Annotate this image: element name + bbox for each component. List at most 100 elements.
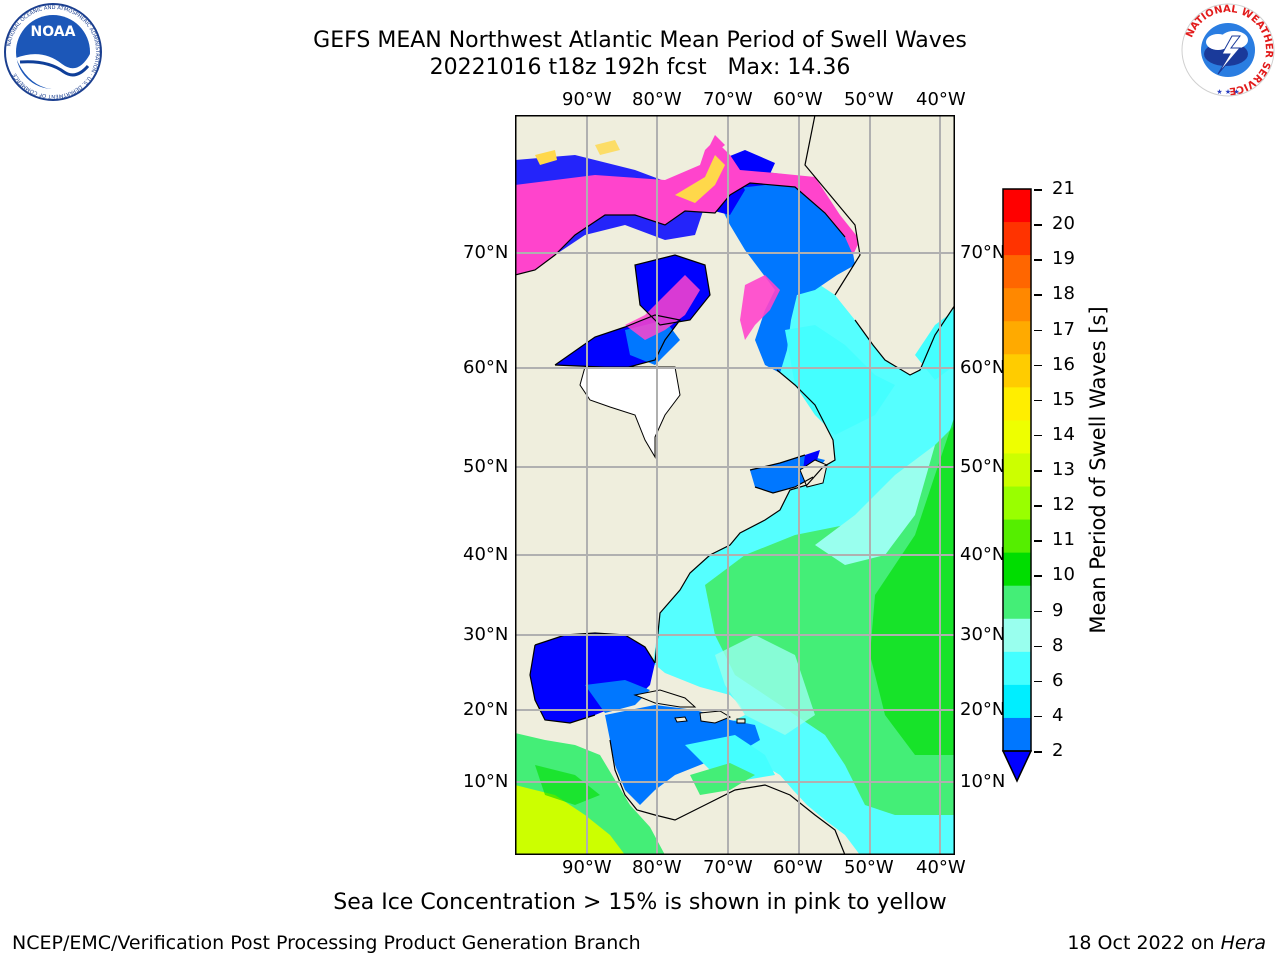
colorbar-tick-mark <box>1034 364 1042 367</box>
sea-ice-yellow <box>535 150 725 203</box>
lon-label-bottom-60w: 60°W <box>773 857 823 878</box>
colorbar-tick-mark <box>1034 610 1042 612</box>
lat-label-right-20n: 20°N <box>960 699 1006 720</box>
lon-label-top-70w: 70°W <box>703 89 753 110</box>
colorbar-tick-mark <box>1034 294 1042 296</box>
footer-date: 18 Oct 2022 on Hera <box>1067 932 1266 954</box>
colorbar-segment <box>1003 651 1031 686</box>
sea-ice-yellow2 <box>595 140 620 155</box>
lon-label-top-90w: 90°W <box>562 89 612 110</box>
colorbar-tick-mark <box>1034 680 1042 683</box>
lon-label-top-40w: 40°W <box>916 89 966 110</box>
colorbar-tick-mark <box>1034 715 1042 718</box>
colorbar-tick-mark <box>1034 751 1042 753</box>
sea-ice-pink-islands <box>625 275 700 340</box>
noaa-logo-text: NOAA <box>31 24 76 40</box>
greenland-land <box>805 115 955 375</box>
colorbar-tick-mark <box>1034 259 1042 261</box>
colorbar-tick-label: 14 <box>1052 423 1075 445</box>
hispaniola <box>699 710 732 724</box>
nws-logo: NATIONAL WEATHER SERVICE ★ ★ ★ <box>1181 3 1275 97</box>
graticule <box>515 115 955 855</box>
colorbar-label: Mean Period of Swell Waves [s] <box>1086 306 1110 634</box>
colorbar-segment <box>1003 354 1031 388</box>
lat-label-left-50n: 50°N <box>463 456 509 477</box>
ocean-green-deep <box>870 415 955 755</box>
map-panel <box>515 115 955 855</box>
colorbar-tick-mark <box>1034 224 1042 226</box>
map-frame <box>515 115 955 855</box>
noaa-logo: NOAA NATIONAL OCEANIC AND ATMOSPHERIC AD… <box>4 3 102 101</box>
sea-ice-note: Sea Ice Concentration > 15% is shown in … <box>333 890 947 915</box>
colorbar-segment <box>1003 420 1031 454</box>
colorbar-tick-label: 6 <box>1052 669 1064 691</box>
colorbar-tick-label: 16 <box>1052 353 1075 375</box>
footer-machine: Hera <box>1220 932 1266 954</box>
colorbar-tick-mark <box>1034 645 1042 648</box>
puerto-rico <box>736 718 746 724</box>
colorbar-tick-label: 8 <box>1052 634 1064 656</box>
colorbar-segment <box>1003 288 1031 322</box>
colorbar-tick-label: 10 <box>1052 564 1075 586</box>
pacific-green-deep <box>535 765 600 805</box>
ocean-lightcyan-patch <box>815 445 935 565</box>
colorbar-segment <box>1003 321 1031 355</box>
colorbar-segment <box>1003 387 1031 421</box>
colorbar-segment <box>1003 222 1031 256</box>
colorbar-tick-label: 17 <box>1052 318 1075 340</box>
colorbar-segment <box>1003 552 1031 587</box>
colorbar-tick-mark <box>1034 575 1042 577</box>
sea-ice-pink <box>515 135 860 275</box>
colorbar-segment <box>1003 453 1031 488</box>
colorbar-segment <box>1003 618 1031 653</box>
labrador-sea <box>785 325 895 435</box>
colorbar-extend-triangle <box>1001 750 1033 783</box>
colorbar-segment <box>1003 717 1031 752</box>
lat-label-right-50n: 50°N <box>960 456 1006 477</box>
colorbar-segment <box>1003 486 1031 521</box>
caribbean-green <box>690 763 755 795</box>
greenland-coast-sea <box>915 310 955 380</box>
colorbar-segment <box>1003 585 1031 620</box>
sea-ice-pink-baffin <box>740 275 780 340</box>
footer-credit: NCEP/EMC/Verification Post Processing Pr… <box>12 932 641 954</box>
svg-text:★ ★ ★: ★ ★ ★ <box>1216 88 1239 96</box>
colorbar-segment <box>1003 519 1031 554</box>
colorbar-tick-mark <box>1034 540 1042 542</box>
jamaica <box>674 716 688 723</box>
chart-subtitle: 20221016 t18z 192h fcst Max: 14.36 <box>429 55 851 80</box>
colorbar-tick-mark <box>1034 329 1042 331</box>
lon-label-bottom-40w: 40°W <box>916 857 966 878</box>
coastlines <box>515 115 955 855</box>
lat-label-left-20n: 20°N <box>463 699 509 720</box>
lat-label-right-40n: 40°N <box>960 544 1006 565</box>
caribbean-sea <box>605 705 760 805</box>
colorbar-tick-mark <box>1034 399 1042 402</box>
colorbar-tick-label: 9 <box>1052 599 1064 621</box>
colorbar-tick-label: 21 <box>1052 178 1075 199</box>
nodata-region <box>579 366 681 459</box>
caribbean-cyan <box>685 735 775 780</box>
colorbar-tick-label: 13 <box>1052 459 1075 480</box>
pacific-yellow <box>515 785 625 855</box>
lon-label-bottom-80w: 80°W <box>632 857 682 878</box>
colorbar-segment <box>1003 255 1031 289</box>
lat-label-left-70n: 70°N <box>463 242 509 263</box>
cuba <box>633 689 697 708</box>
lon-label-bottom-50w: 50°W <box>844 857 894 878</box>
lon-label-bottom-70w: 70°W <box>703 857 753 878</box>
lat-label-right-30n: 30°N <box>960 624 1006 645</box>
colorbar-tick-label: 2 <box>1052 740 1064 761</box>
footer-date-text: 18 Oct 2022 on <box>1067 932 1221 954</box>
colorbar-tick-mark <box>1034 189 1042 191</box>
colorbar-tick-mark <box>1034 470 1042 472</box>
colorbar-tick-label: 12 <box>1052 494 1075 516</box>
colorbar-tick-mark <box>1034 505 1042 507</box>
lon-label-top-60w: 60°W <box>773 89 823 110</box>
colorbar-segment <box>1003 189 1031 223</box>
colorbar-tick-label: 18 <box>1052 283 1075 305</box>
colorbar-segment <box>1003 684 1031 719</box>
lat-label-left-30n: 30°N <box>463 624 509 645</box>
lat-label-left-40n: 40°N <box>463 544 509 565</box>
colorbar-tick-label: 20 <box>1052 213 1075 235</box>
